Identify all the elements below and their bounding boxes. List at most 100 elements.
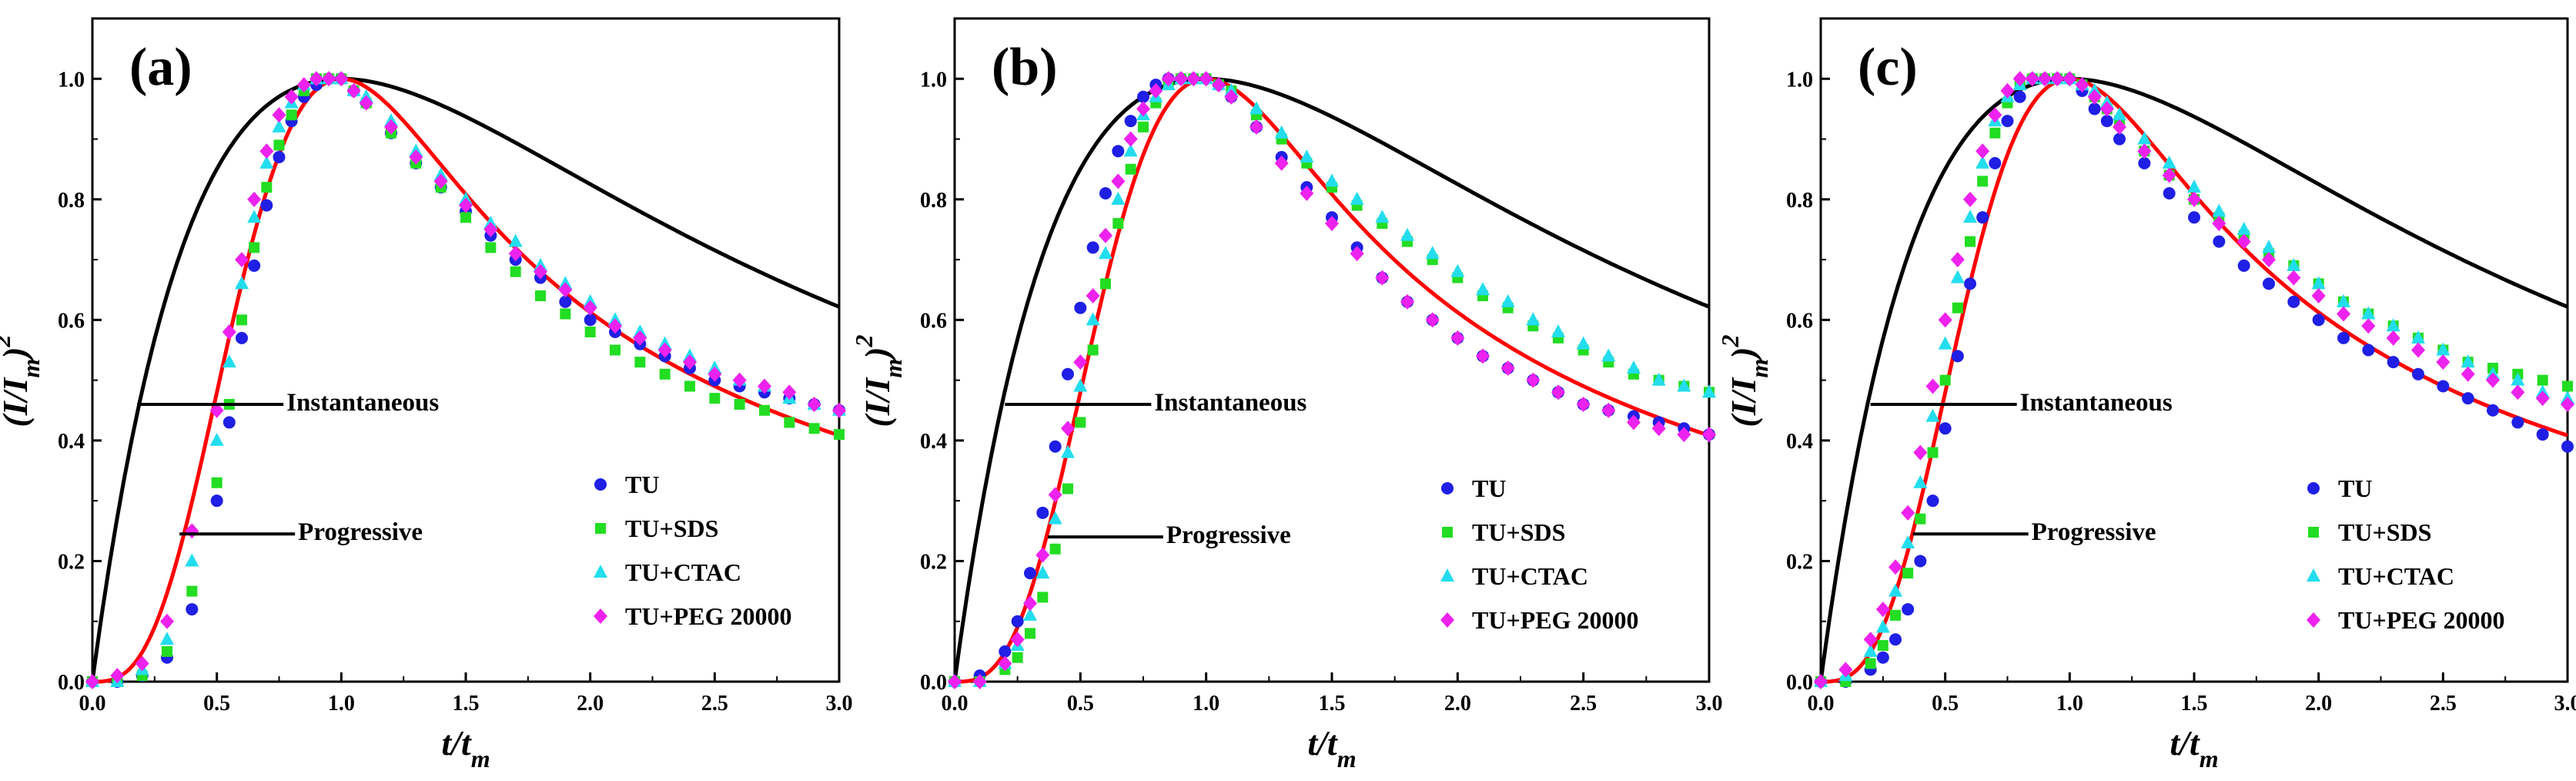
data-point: [1048, 511, 1062, 525]
data-point: [1975, 155, 1990, 169]
data-point: [1099, 227, 1112, 243]
data-point: [1049, 543, 1061, 555]
y-tick-label: 0.2: [920, 550, 947, 574]
data-point: [284, 89, 299, 105]
data-point: [2311, 288, 2326, 304]
data-point: [1073, 378, 1088, 392]
panel-label: (b): [992, 38, 1058, 97]
data-point: [2411, 342, 2425, 358]
x-tick-label: 1.0: [1193, 692, 1219, 716]
data-point: [972, 674, 987, 689]
data-point: [1651, 372, 1666, 386]
data-point: [1024, 567, 1036, 580]
data-point: [1915, 513, 1926, 525]
data-point: [1012, 652, 1023, 663]
data-point: [1526, 372, 1541, 388]
data-point: [2075, 77, 2089, 93]
data-point: [1375, 209, 1390, 223]
data-point: [583, 300, 597, 316]
data-point: [1877, 640, 1889, 652]
legend-marker: [2308, 527, 2319, 538]
data-point: [1627, 414, 1641, 431]
data-point: [1350, 191, 1364, 205]
data-point: [1100, 278, 1111, 290]
data-point: [1576, 396, 1591, 412]
x-tick-label: 0.0: [79, 692, 106, 716]
panel-label: (c): [1858, 38, 1918, 97]
data-point: [1963, 191, 1977, 207]
data-point: [1250, 101, 1263, 115]
data-point: [346, 82, 361, 99]
x-axis-title-main: t/t: [1307, 723, 1338, 763]
data-point: [1099, 246, 1112, 260]
data-point: [1914, 555, 1927, 568]
data-point: [1048, 487, 1062, 503]
data-point: [1989, 127, 2001, 139]
data-point: [2337, 293, 2350, 307]
data-point: [832, 402, 846, 418]
data-point: [485, 242, 497, 253]
data-point: [2311, 276, 2326, 290]
data-point: [1325, 216, 1339, 232]
x-tick-label: 2.5: [701, 692, 728, 716]
legend-label: TU+PEG 20000: [2338, 606, 2504, 634]
data-point: [409, 149, 423, 166]
data-point: [1350, 246, 1364, 262]
series-tu: [1815, 72, 2574, 688]
data-point: [1123, 131, 1138, 147]
data-point: [2312, 313, 2325, 327]
data-point: [273, 151, 286, 164]
y-axis-title-main: (I/I: [1724, 377, 1763, 427]
legend-label: TU+SDS: [1472, 518, 1565, 546]
data-point: [508, 246, 523, 262]
data-point: [1889, 583, 1902, 597]
x-axis-title: t/tm: [441, 723, 490, 773]
data-point: [1425, 312, 1440, 328]
data-point: [162, 645, 172, 657]
y-axis-title-superscript: 2: [0, 334, 15, 347]
chart-panel-0: 0.0 0.5 1.0 1.5 2.0 2.5 3.0 0.0 0.2 0.4 0.6 0.8 1.0 I…: [0, 17, 853, 773]
data-point: [634, 357, 646, 368]
data-point: [1702, 384, 1716, 398]
data-point: [2163, 186, 2176, 199]
data-point: [2262, 252, 2276, 268]
legend-label: TU+CTAC: [625, 558, 741, 586]
data-point: [384, 119, 398, 135]
legend-marker: [594, 478, 607, 491]
data-point: [1939, 422, 1952, 435]
data-point: [1174, 71, 1188, 87]
y-tick-label: 1.0: [58, 68, 85, 92]
data-point: [1023, 607, 1037, 621]
series-tu-peg-20000: [948, 71, 1716, 689]
data-point: [1576, 336, 1591, 350]
data-point: [296, 77, 311, 93]
data-point: [1526, 312, 1541, 326]
data-point: [1400, 227, 1414, 241]
x-tick-label: 0.0: [1808, 692, 1835, 716]
annotation-label: Progressive: [298, 518, 423, 546]
legend-marker: [1441, 482, 1454, 494]
data-point: [948, 674, 962, 689]
data-point: [608, 318, 622, 334]
data-point: [186, 603, 199, 616]
data-point: [1627, 360, 1641, 374]
data-point: [222, 416, 236, 429]
data-point: [1977, 176, 1989, 187]
data-point: [1325, 173, 1339, 187]
x-tick-label: 1.0: [328, 692, 355, 716]
data-point: [1112, 145, 1125, 158]
data-point: [998, 655, 1012, 672]
data-point: [1138, 121, 1149, 132]
data-point: [1300, 185, 1314, 201]
data-point: [2412, 367, 2424, 380]
data-point: [1061, 444, 1075, 458]
data-point: [1863, 632, 1878, 648]
data-point: [2113, 119, 2126, 135]
data-point: [236, 314, 247, 326]
data-point: [2012, 71, 2027, 87]
data-point: [1049, 440, 1062, 453]
data-point: [2537, 374, 2548, 386]
data-point: [2113, 132, 2126, 146]
data-point: [1551, 324, 1565, 338]
